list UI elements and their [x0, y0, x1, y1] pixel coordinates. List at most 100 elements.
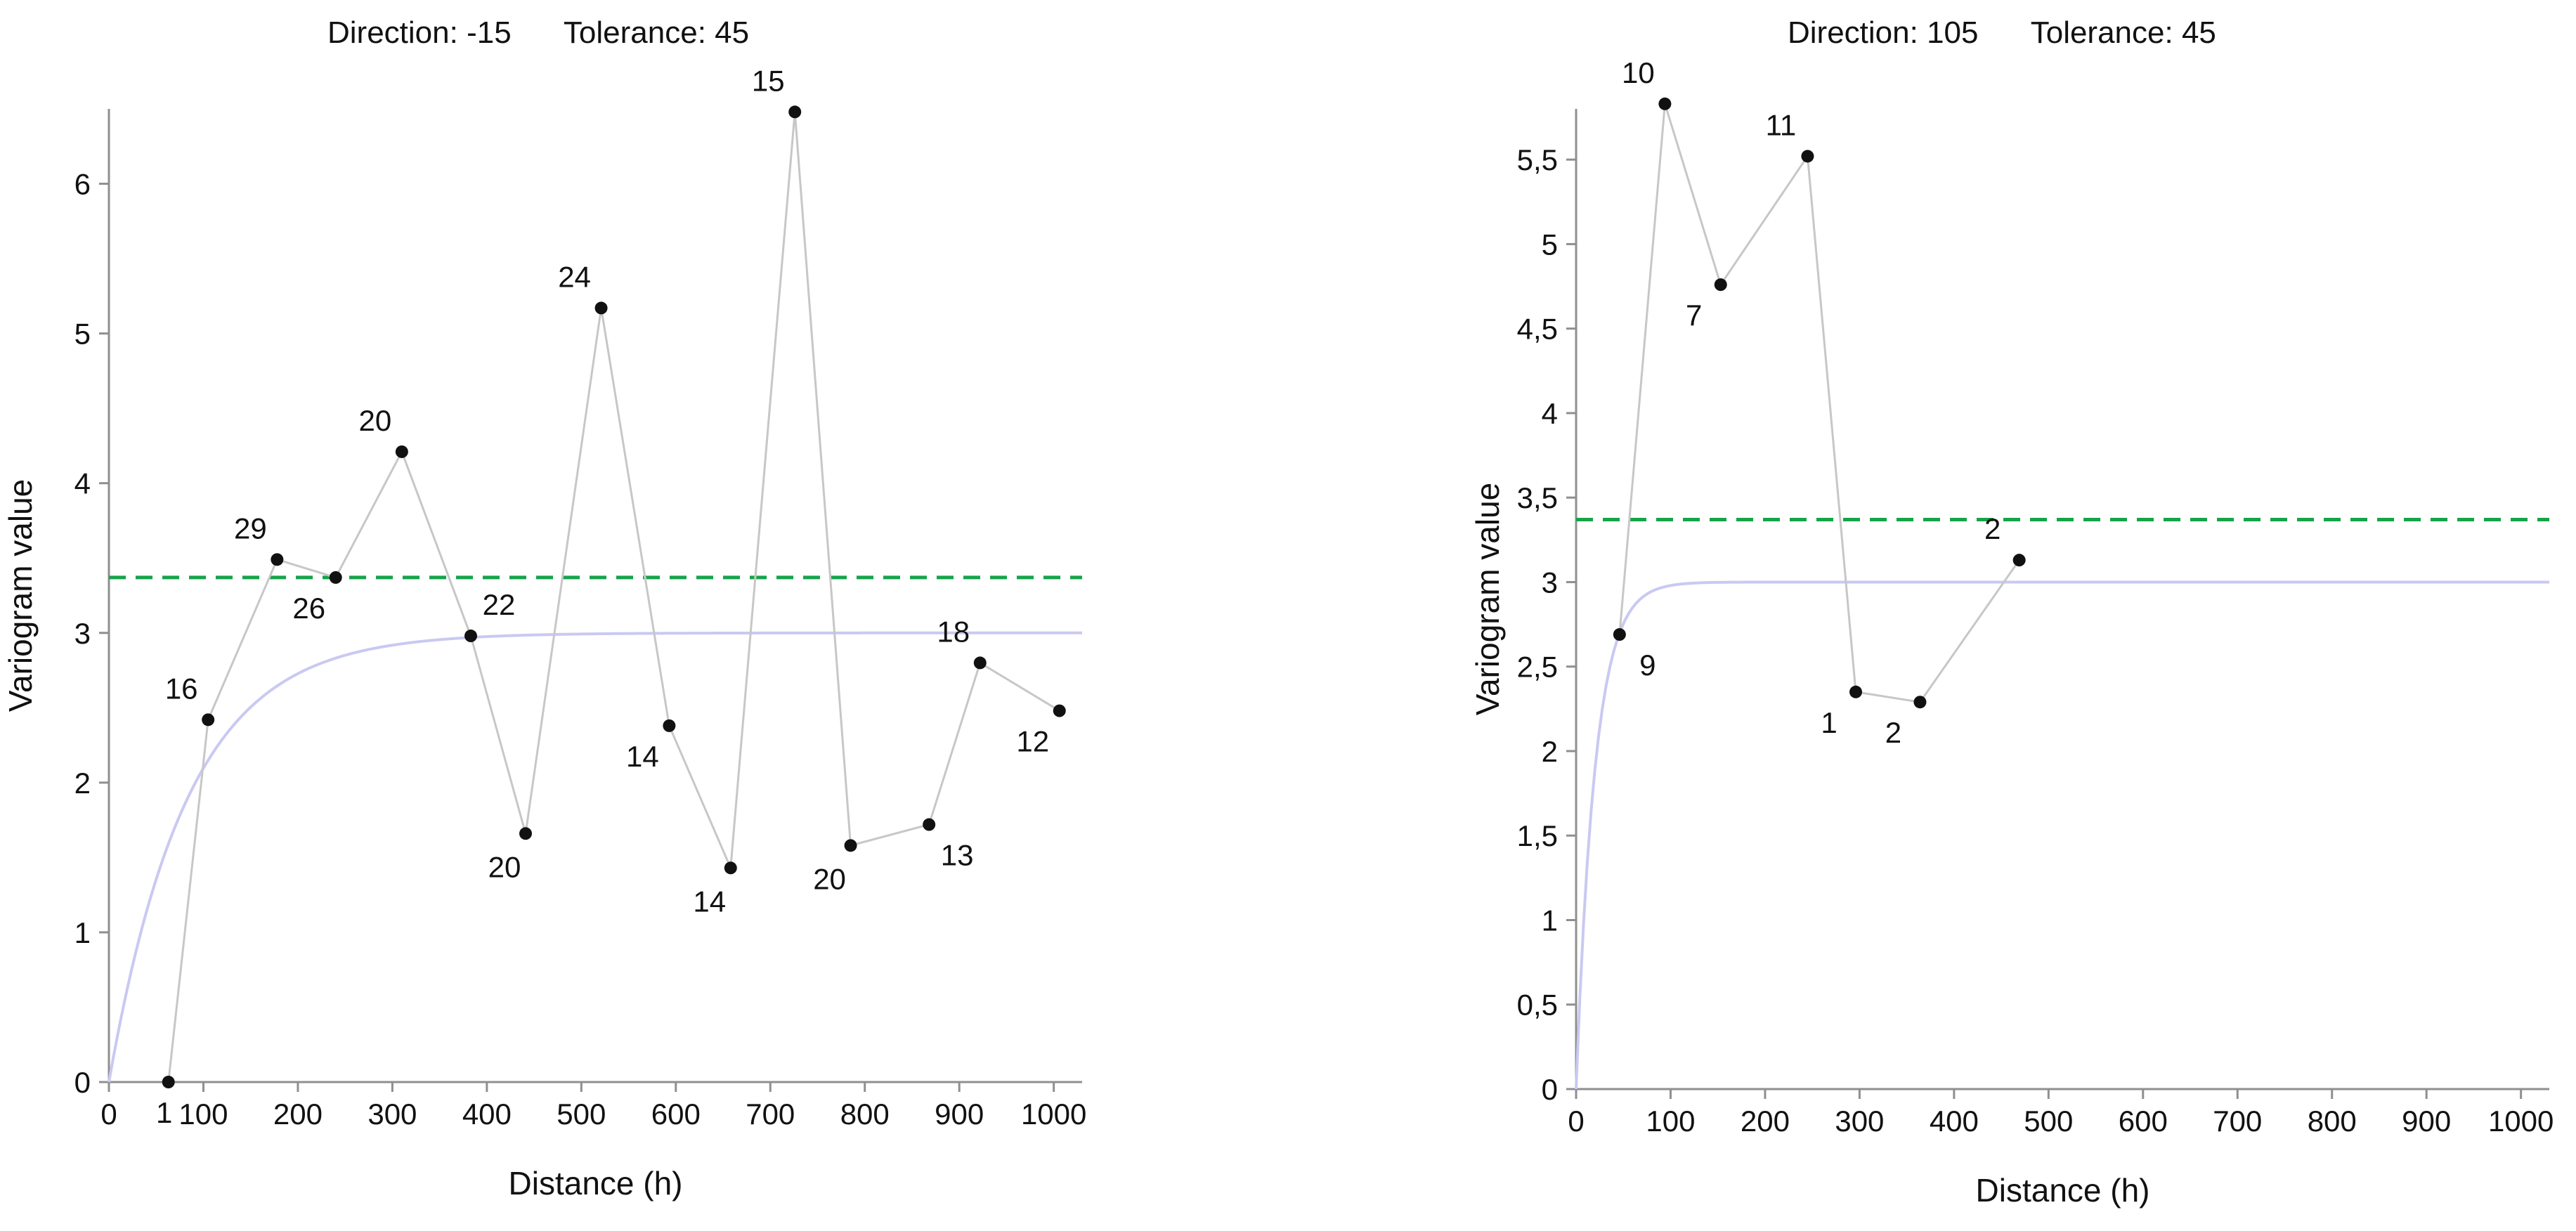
y-tick-label: 4	[74, 467, 91, 500]
data-point	[464, 630, 478, 643]
y-tick-label: 0	[1542, 1073, 1558, 1106]
point-count-label: 13	[941, 839, 974, 872]
y-axis-title: Variogram value	[1469, 483, 1506, 716]
x-tick-label: 100	[178, 1098, 228, 1131]
data-point	[1053, 704, 1066, 717]
point-count-label: 18	[937, 615, 970, 648]
y-tick-label: 5	[1542, 228, 1558, 261]
x-tick-label: 300	[367, 1098, 417, 1131]
x-tick-label: 400	[1930, 1105, 1979, 1138]
data-point	[395, 445, 408, 458]
data-point	[1658, 97, 1672, 110]
data-point	[1913, 696, 1927, 709]
model-curve	[1575, 580, 2549, 1090]
data-point	[594, 301, 608, 315]
data-point	[1714, 278, 1727, 292]
point-count-label: 14	[626, 740, 659, 773]
x-tick-label: 700	[2213, 1105, 2262, 1138]
point-count-label: 9	[1639, 649, 1655, 682]
point-count-label: 10	[1622, 56, 1655, 89]
x-tick-label: 400	[462, 1098, 512, 1131]
point-count-label: 24	[558, 260, 591, 293]
point-count-label: 1	[1821, 706, 1837, 739]
x-tick-label: 500	[557, 1098, 606, 1131]
chart-header: Direction: 105 Tolerance: 45	[1788, 15, 2216, 51]
point-count-label: 7	[1686, 299, 1702, 332]
y-tick-label: 1	[1542, 904, 1558, 937]
point-count-label: 12	[1016, 725, 1049, 758]
x-axis-title: Distance (h)	[509, 1165, 683, 1201]
model-curve	[108, 631, 1082, 1083]
data-point	[271, 553, 284, 566]
data-point	[973, 656, 987, 670]
x-tick-label: 800	[2308, 1105, 2357, 1138]
data-point	[844, 839, 857, 852]
x-tick-label: 600	[2119, 1105, 2168, 1138]
y-tick-label: 0	[74, 1066, 91, 1099]
data-point	[923, 818, 936, 831]
x-tick-label: 500	[2024, 1105, 2073, 1138]
point-count-label: 22	[483, 588, 516, 621]
y-tick-label: 4,5	[1517, 313, 1558, 346]
tolerance-label: Tolerance: 45	[563, 15, 750, 50]
direction-label: Direction: 105	[1788, 15, 1979, 50]
x-tick-label: 600	[651, 1098, 701, 1131]
data-point	[663, 719, 676, 732]
tolerance-label: Tolerance: 45	[2030, 15, 2216, 50]
x-tick-label: 100	[1646, 1105, 1695, 1138]
y-tick-label: 3	[74, 617, 91, 650]
x-axis-title: Distance (h)	[1976, 1172, 2150, 1209]
y-tick-label: 0,5	[1517, 989, 1558, 1022]
point-count-label: 1	[156, 1096, 172, 1129]
x-tick-label: 800	[840, 1098, 890, 1131]
series-line	[1618, 103, 2020, 703]
y-tick-label: 1,5	[1517, 819, 1558, 852]
direction-label: Direction: -15	[327, 15, 512, 50]
data-point	[724, 861, 737, 875]
variogram-chart: 0 0,5 1 1,5 2 2,5 3 3,5 4 4,5 5 5,5 0 100 200 300 400 500…	[1469, 56, 2554, 1209]
point-count-label: 2	[1885, 716, 1901, 749]
point-count-label: 20	[358, 404, 391, 437]
y-tick-label: 2	[74, 767, 91, 800]
y-tick-label: 5	[74, 318, 91, 351]
data-point	[329, 571, 342, 584]
x-tick-label: 900	[935, 1098, 984, 1131]
point-count-label: 20	[813, 862, 846, 895]
x-tick-label: 1000	[2488, 1105, 2554, 1138]
point-count-label: 20	[488, 850, 521, 883]
y-tick-label: 2,5	[1517, 651, 1558, 684]
x-tick-label: 0	[1568, 1105, 1584, 1138]
y-tick-label: 2	[1542, 735, 1558, 768]
point-count-label: 15	[752, 64, 785, 97]
chart-header: Direction: -15 Tolerance: 45	[327, 15, 749, 51]
point-count-label: 29	[234, 512, 267, 545]
x-tick-label: 1000	[1021, 1098, 1086, 1131]
x-tick-label: 700	[746, 1098, 795, 1131]
y-tick-label: 1	[74, 916, 91, 949]
data-point	[519, 827, 532, 840]
x-tick-label: 900	[2402, 1105, 2451, 1138]
chart-panel-right: Direction: 105 Tolerance: 45 0 0,5 1 1,5 2 2,…	[1288, 0, 2576, 1231]
point-count-label: 26	[292, 592, 325, 625]
point-count-label: 16	[165, 672, 198, 705]
data-point	[162, 1076, 175, 1088]
point-count-label: 2	[1984, 512, 2001, 545]
y-tick-label: 6	[74, 168, 91, 201]
x-tick-label: 300	[1835, 1105, 1884, 1138]
point-count-label: 14	[693, 885, 726, 918]
data-point	[1613, 628, 1626, 641]
x-tick-label: 0	[100, 1098, 117, 1131]
y-tick-label: 3	[1542, 566, 1558, 599]
chart-panel-left: Direction: -15 Tolerance: 45 0 1 2 3 4 5 6 0 100…	[2, 15, 1086, 1201]
data-point	[202, 713, 215, 727]
y-tick-label: 3,5	[1517, 481, 1558, 514]
data-point	[2012, 554, 2026, 567]
y-tick-label: 4	[1542, 397, 1558, 430]
y-tick-label: 5,5	[1517, 143, 1558, 176]
data-point	[1849, 685, 1863, 698]
y-axis-title: Variogram value	[2, 479, 39, 712]
data-point	[788, 105, 802, 119]
point-count-label: 11	[1766, 108, 1797, 141]
x-tick-label: 200	[1741, 1105, 1790, 1138]
